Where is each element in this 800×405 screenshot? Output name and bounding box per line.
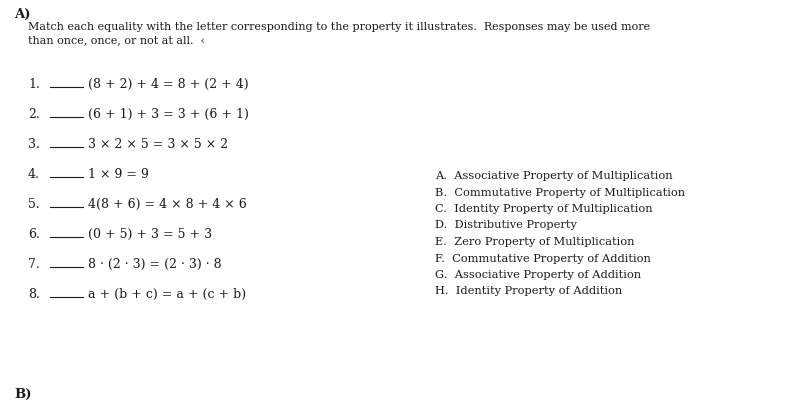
Text: E.  Zero Property of Multiplication: E. Zero Property of Multiplication: [435, 237, 634, 246]
Text: 7.: 7.: [28, 257, 40, 270]
Text: (6 + 1) + 3 = 3 + (6 + 1): (6 + 1) + 3 = 3 + (6 + 1): [88, 108, 249, 121]
Text: H.  Identity Property of Addition: H. Identity Property of Addition: [435, 286, 622, 296]
Text: Match each equality with the letter corresponding to the property it illustrates: Match each equality with the letter corr…: [28, 22, 650, 32]
Text: a + (b + c) = a + (c + b): a + (b + c) = a + (c + b): [88, 287, 246, 300]
Text: D.  Distributive Property: D. Distributive Property: [435, 220, 577, 230]
Text: 1 × 9 = 9: 1 × 9 = 9: [88, 168, 149, 181]
Text: (0 + 5) + 3 = 5 + 3: (0 + 5) + 3 = 5 + 3: [88, 228, 212, 241]
Text: 8.: 8.: [28, 287, 40, 300]
Text: than once, once, or not at all.  ‹: than once, once, or not at all. ‹: [28, 35, 205, 45]
Text: G.  Associative Property of Addition: G. Associative Property of Addition: [435, 269, 641, 279]
Text: A): A): [14, 8, 30, 21]
Text: F.  Commutative Property of Addition: F. Commutative Property of Addition: [435, 253, 651, 263]
Text: 5.: 5.: [28, 198, 40, 211]
Text: 8 · (2 · 3) = (2 · 3) · 8: 8 · (2 · 3) = (2 · 3) · 8: [88, 257, 222, 270]
Text: (8 + 2) + 4 = 8 + (2 + 4): (8 + 2) + 4 = 8 + (2 + 4): [88, 78, 249, 91]
Text: 1.: 1.: [28, 78, 40, 91]
Text: B.  Commutative Property of Multiplication: B. Commutative Property of Multiplicatio…: [435, 187, 685, 197]
Text: 4(8 + 6) = 4 × 8 + 4 × 6: 4(8 + 6) = 4 × 8 + 4 × 6: [88, 198, 246, 211]
Text: C.  Identity Property of Multiplication: C. Identity Property of Multiplication: [435, 203, 653, 213]
Text: B): B): [14, 387, 31, 400]
Text: 6.: 6.: [28, 228, 40, 241]
Text: 2.: 2.: [28, 108, 40, 121]
Text: A.  Associative Property of Multiplication: A. Associative Property of Multiplicatio…: [435, 171, 673, 181]
Text: 4.: 4.: [28, 168, 40, 181]
Text: 3.: 3.: [28, 138, 40, 151]
Text: 3 × 2 × 5 = 3 × 5 × 2: 3 × 2 × 5 = 3 × 5 × 2: [88, 138, 228, 151]
